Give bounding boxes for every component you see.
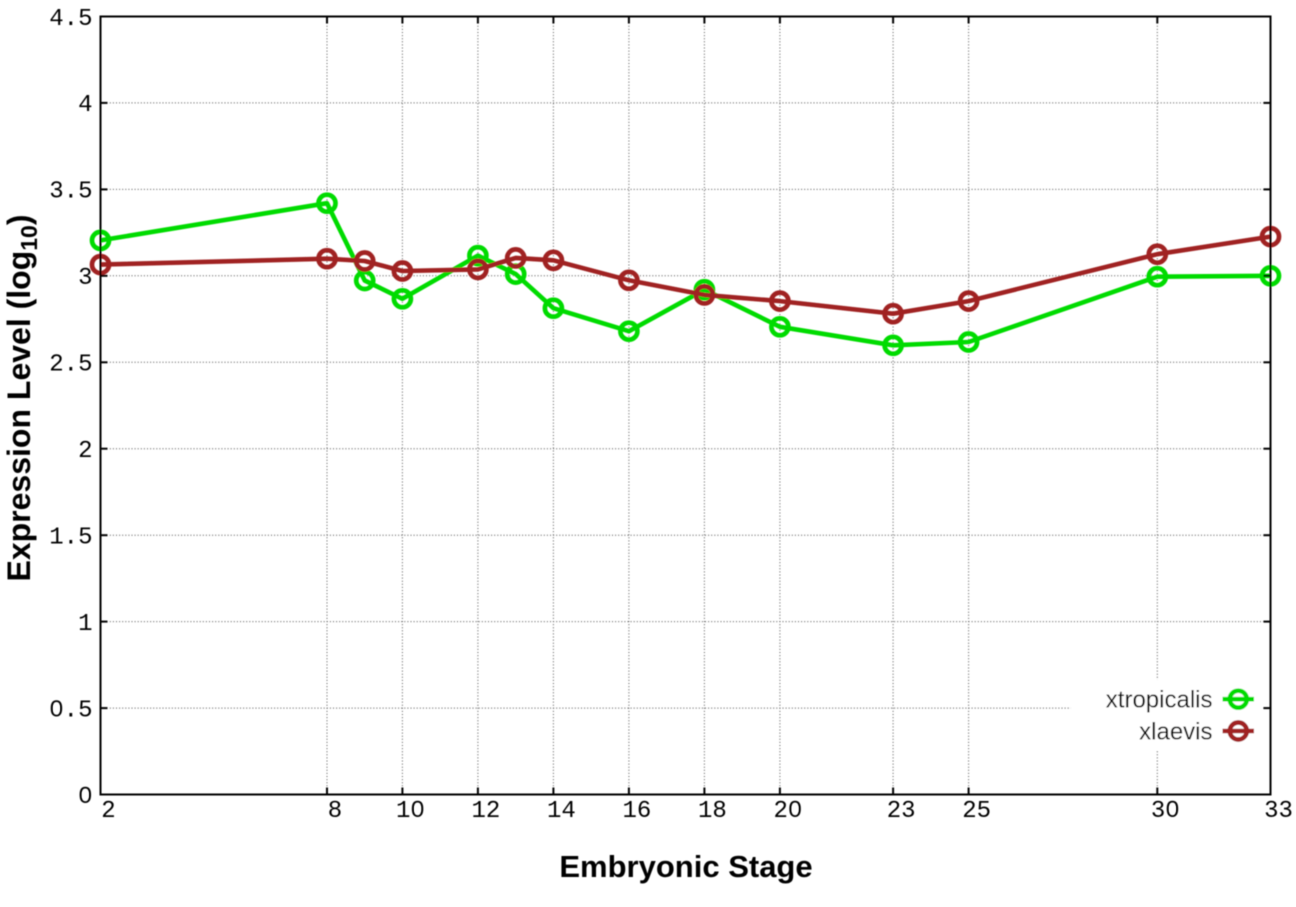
svg-text:18: 18 <box>698 798 727 825</box>
svg-text:12: 12 <box>471 798 500 825</box>
svg-text:1: 1 <box>78 611 92 638</box>
svg-text:16: 16 <box>622 798 651 825</box>
svg-text:8: 8 <box>328 798 342 825</box>
svg-text:2.5: 2.5 <box>49 352 92 379</box>
svg-text:20: 20 <box>773 798 802 825</box>
svg-text:1.5: 1.5 <box>49 525 92 552</box>
svg-text:14: 14 <box>547 798 576 825</box>
svg-text:xlaevis: xlaevis <box>1139 719 1212 746</box>
svg-text:3: 3 <box>78 265 92 292</box>
svg-text:4: 4 <box>78 92 92 119</box>
svg-text:33: 33 <box>1264 798 1293 825</box>
svg-text:Expression Level (log10): Expression Level (log10) <box>1 214 42 581</box>
svg-text:Embryonic Stage: Embryonic Stage <box>559 849 812 884</box>
svg-text:4.5: 4.5 <box>49 6 92 33</box>
svg-text:2: 2 <box>101 798 115 825</box>
svg-text:23: 23 <box>887 798 916 825</box>
svg-text:10: 10 <box>396 798 425 825</box>
svg-text:2: 2 <box>78 438 92 465</box>
svg-text:25: 25 <box>962 798 991 825</box>
svg-text:xtropicalis: xtropicalis <box>1106 687 1213 714</box>
svg-text:3.5: 3.5 <box>49 179 92 206</box>
svg-text:30: 30 <box>1151 798 1180 825</box>
